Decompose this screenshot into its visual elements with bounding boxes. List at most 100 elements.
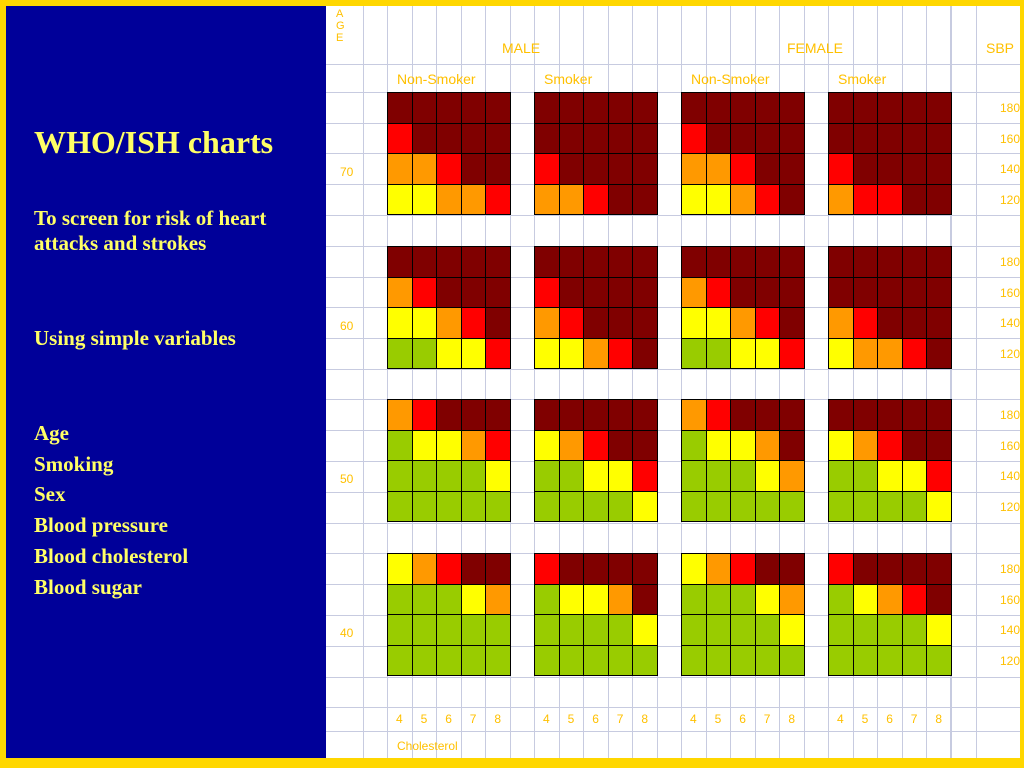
risk-cell	[607, 460, 634, 492]
grid-line	[485, 6, 486, 758]
risk-cell	[681, 614, 707, 646]
risk-cell	[534, 644, 560, 677]
risk-cell	[926, 183, 952, 216]
risk-cell	[460, 399, 487, 431]
risk-cell	[387, 429, 413, 462]
cholesterol-label: Cholesterol	[397, 739, 458, 753]
risk-cell	[460, 337, 487, 370]
risk-cell	[607, 399, 634, 431]
risk-cell	[852, 553, 879, 585]
risk-cell	[852, 644, 879, 677]
risk-cell	[436, 644, 462, 677]
risk-cell	[877, 553, 903, 585]
risk-cell	[460, 276, 487, 309]
cholesterol-tick: 4	[690, 712, 697, 726]
risk-cell	[705, 92, 732, 124]
risk-cell	[632, 644, 658, 677]
variable-item: Sex	[34, 482, 66, 507]
risk-cell	[779, 92, 805, 124]
risk-cell	[411, 429, 438, 462]
risk-cell	[436, 92, 462, 124]
risk-cell	[828, 583, 854, 616]
age-value: 50	[340, 472, 354, 486]
risk-cell	[705, 307, 732, 339]
risk-cell	[485, 429, 511, 462]
sbp-value: 180	[1000, 101, 1020, 115]
risk-cell	[534, 553, 560, 585]
risk-cell	[632, 553, 658, 585]
risk-cell	[754, 276, 781, 309]
grid-line	[706, 6, 707, 758]
risk-cell	[534, 583, 560, 616]
risk-cell	[460, 183, 487, 216]
risk-cell	[534, 399, 560, 431]
risk-cell	[754, 307, 781, 339]
risk-cell	[485, 122, 511, 155]
risk-cell	[730, 553, 756, 585]
risk-cell	[730, 614, 756, 646]
risk-cell	[754, 153, 781, 185]
variable-item: Smoking	[34, 451, 114, 476]
risk-cell	[681, 399, 707, 431]
risk-cell	[681, 337, 707, 370]
risk-cell	[460, 92, 487, 124]
risk-cell	[534, 337, 560, 370]
left-panel: WHO/ISH charts To screen for risk of hea…	[6, 6, 326, 758]
grid-line	[326, 430, 1020, 431]
risk-cell	[485, 644, 511, 677]
risk-cell	[485, 153, 511, 185]
cholesterol-tick: 5	[861, 712, 869, 726]
risk-cell	[681, 644, 707, 677]
risk-cell	[754, 429, 781, 462]
risk-cell	[436, 429, 462, 462]
risk-cell	[534, 429, 560, 462]
grid-line	[326, 92, 1020, 93]
risk-cell	[436, 460, 462, 492]
risk-cell	[583, 276, 609, 309]
grid-line	[326, 338, 1020, 339]
risk-cell	[730, 490, 756, 523]
risk-cell	[583, 583, 609, 616]
grid-line	[326, 553, 1020, 554]
risk-cell	[730, 429, 756, 462]
risk-cell	[460, 153, 487, 185]
risk-cell	[779, 644, 805, 677]
risk-cell	[779, 183, 805, 216]
risk-cell	[681, 183, 707, 216]
risk-cell	[901, 246, 928, 278]
grid-line	[326, 153, 1020, 154]
risk-cell	[411, 583, 438, 616]
risk-cell	[877, 92, 903, 124]
risk-cell	[534, 183, 560, 216]
risk-cell	[828, 429, 854, 462]
risk-cell	[926, 429, 952, 462]
risk-cell	[485, 92, 511, 124]
risk-cell	[901, 183, 928, 216]
risk-cell	[730, 246, 756, 278]
sbp-value: 180	[1000, 408, 1020, 422]
risk-cell	[485, 183, 511, 216]
grid-line	[950, 6, 951, 758]
risk-cell	[730, 307, 756, 339]
risk-cell	[558, 490, 585, 523]
risk-cell	[436, 490, 462, 523]
risk-cell	[681, 553, 707, 585]
risk-cell	[681, 490, 707, 523]
age-value: 40	[340, 626, 354, 640]
risk-cell	[828, 553, 854, 585]
risk-cell	[901, 122, 928, 155]
risk-cell	[730, 153, 756, 185]
risk-cell	[754, 337, 781, 370]
variable-item: Blood sugar	[34, 574, 142, 599]
risk-cell	[607, 122, 634, 155]
slide-subtitle: To screen for risk of heart attacks and …	[34, 206, 267, 255]
risk-cell	[901, 337, 928, 370]
risk-cell	[485, 490, 511, 523]
risk-cell	[828, 92, 854, 124]
risk-cell	[387, 460, 413, 492]
risk-cell	[632, 246, 658, 278]
grid-line	[326, 215, 1020, 216]
risk-cell	[705, 644, 732, 677]
risk-cell	[534, 276, 560, 309]
risk-cell	[779, 429, 805, 462]
